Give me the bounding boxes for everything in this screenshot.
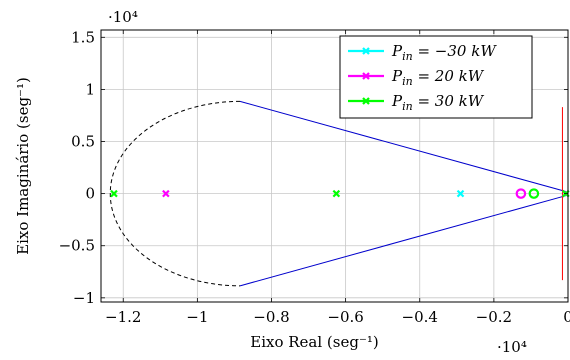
damping-line: [239, 100, 566, 193]
y-tick-label: 0: [85, 185, 95, 203]
x-tick-label: −1.2: [105, 308, 141, 326]
pole-stroke: [456, 189, 465, 198]
y-tick-label: 1.5: [71, 28, 95, 46]
y-tick-label: −0.5: [59, 237, 95, 255]
x-scale-label: ·10⁴: [497, 338, 527, 356]
pole-stroke: [362, 72, 370, 80]
y-axis-label: Eixo Imaginário (seg⁻¹): [14, 77, 32, 255]
legend: Pin = −30 kW Pin = 20 kW Pin = 30 kW: [339, 35, 533, 119]
y-tick-label: 0.5: [71, 133, 95, 151]
pole-marker-series-2: [110, 189, 118, 198]
pole-marker-series-1: [162, 189, 170, 198]
x-tick-label: −0.6: [327, 308, 363, 326]
zero-marker-series-2: [528, 188, 540, 199]
x-axis-label: Eixo Real (seg⁻¹): [250, 333, 379, 351]
x-tick-label: −0.8: [253, 308, 289, 326]
natural-frequency-arc: [109, 100, 240, 287]
pole-marker-series-2: [332, 189, 341, 198]
pole-marker-series-0: [456, 189, 465, 198]
pole-stroke: [362, 47, 370, 55]
legend-label: Pin = −30 kW: [391, 42, 497, 63]
y-tick-label: −1: [73, 289, 95, 307]
x-tick-label: −0.2: [476, 308, 512, 326]
legend-label: Pin = 30 kW: [391, 92, 485, 113]
legend-marker: [362, 47, 370, 55]
legend-marker: [362, 72, 370, 80]
legend-label: Pin = 20 kW: [391, 67, 485, 88]
plot-frame: [100, 29, 569, 303]
legend-marker: [362, 97, 370, 105]
axis-ticks: −1.2 −1 −0.8 −0.6 −0.4 −0.2 0 −1 −0.5 0 0.5 1 1.5: [59, 28, 570, 326]
y-tick-label: 1: [85, 80, 95, 98]
x-tick-label: −0.4: [402, 308, 438, 326]
guide-lines: [109, 100, 566, 287]
y-scale-label: ·10⁴: [108, 8, 138, 26]
pole-stroke: [332, 189, 341, 198]
pole-stroke: [110, 189, 118, 198]
damping-line: [239, 195, 566, 287]
x-tick-label: 0: [563, 308, 570, 326]
x-tick-label: −1: [186, 308, 208, 326]
pole-stroke: [162, 189, 170, 198]
pole-stroke: [362, 97, 370, 105]
zero-marker-series-1: [515, 188, 527, 199]
